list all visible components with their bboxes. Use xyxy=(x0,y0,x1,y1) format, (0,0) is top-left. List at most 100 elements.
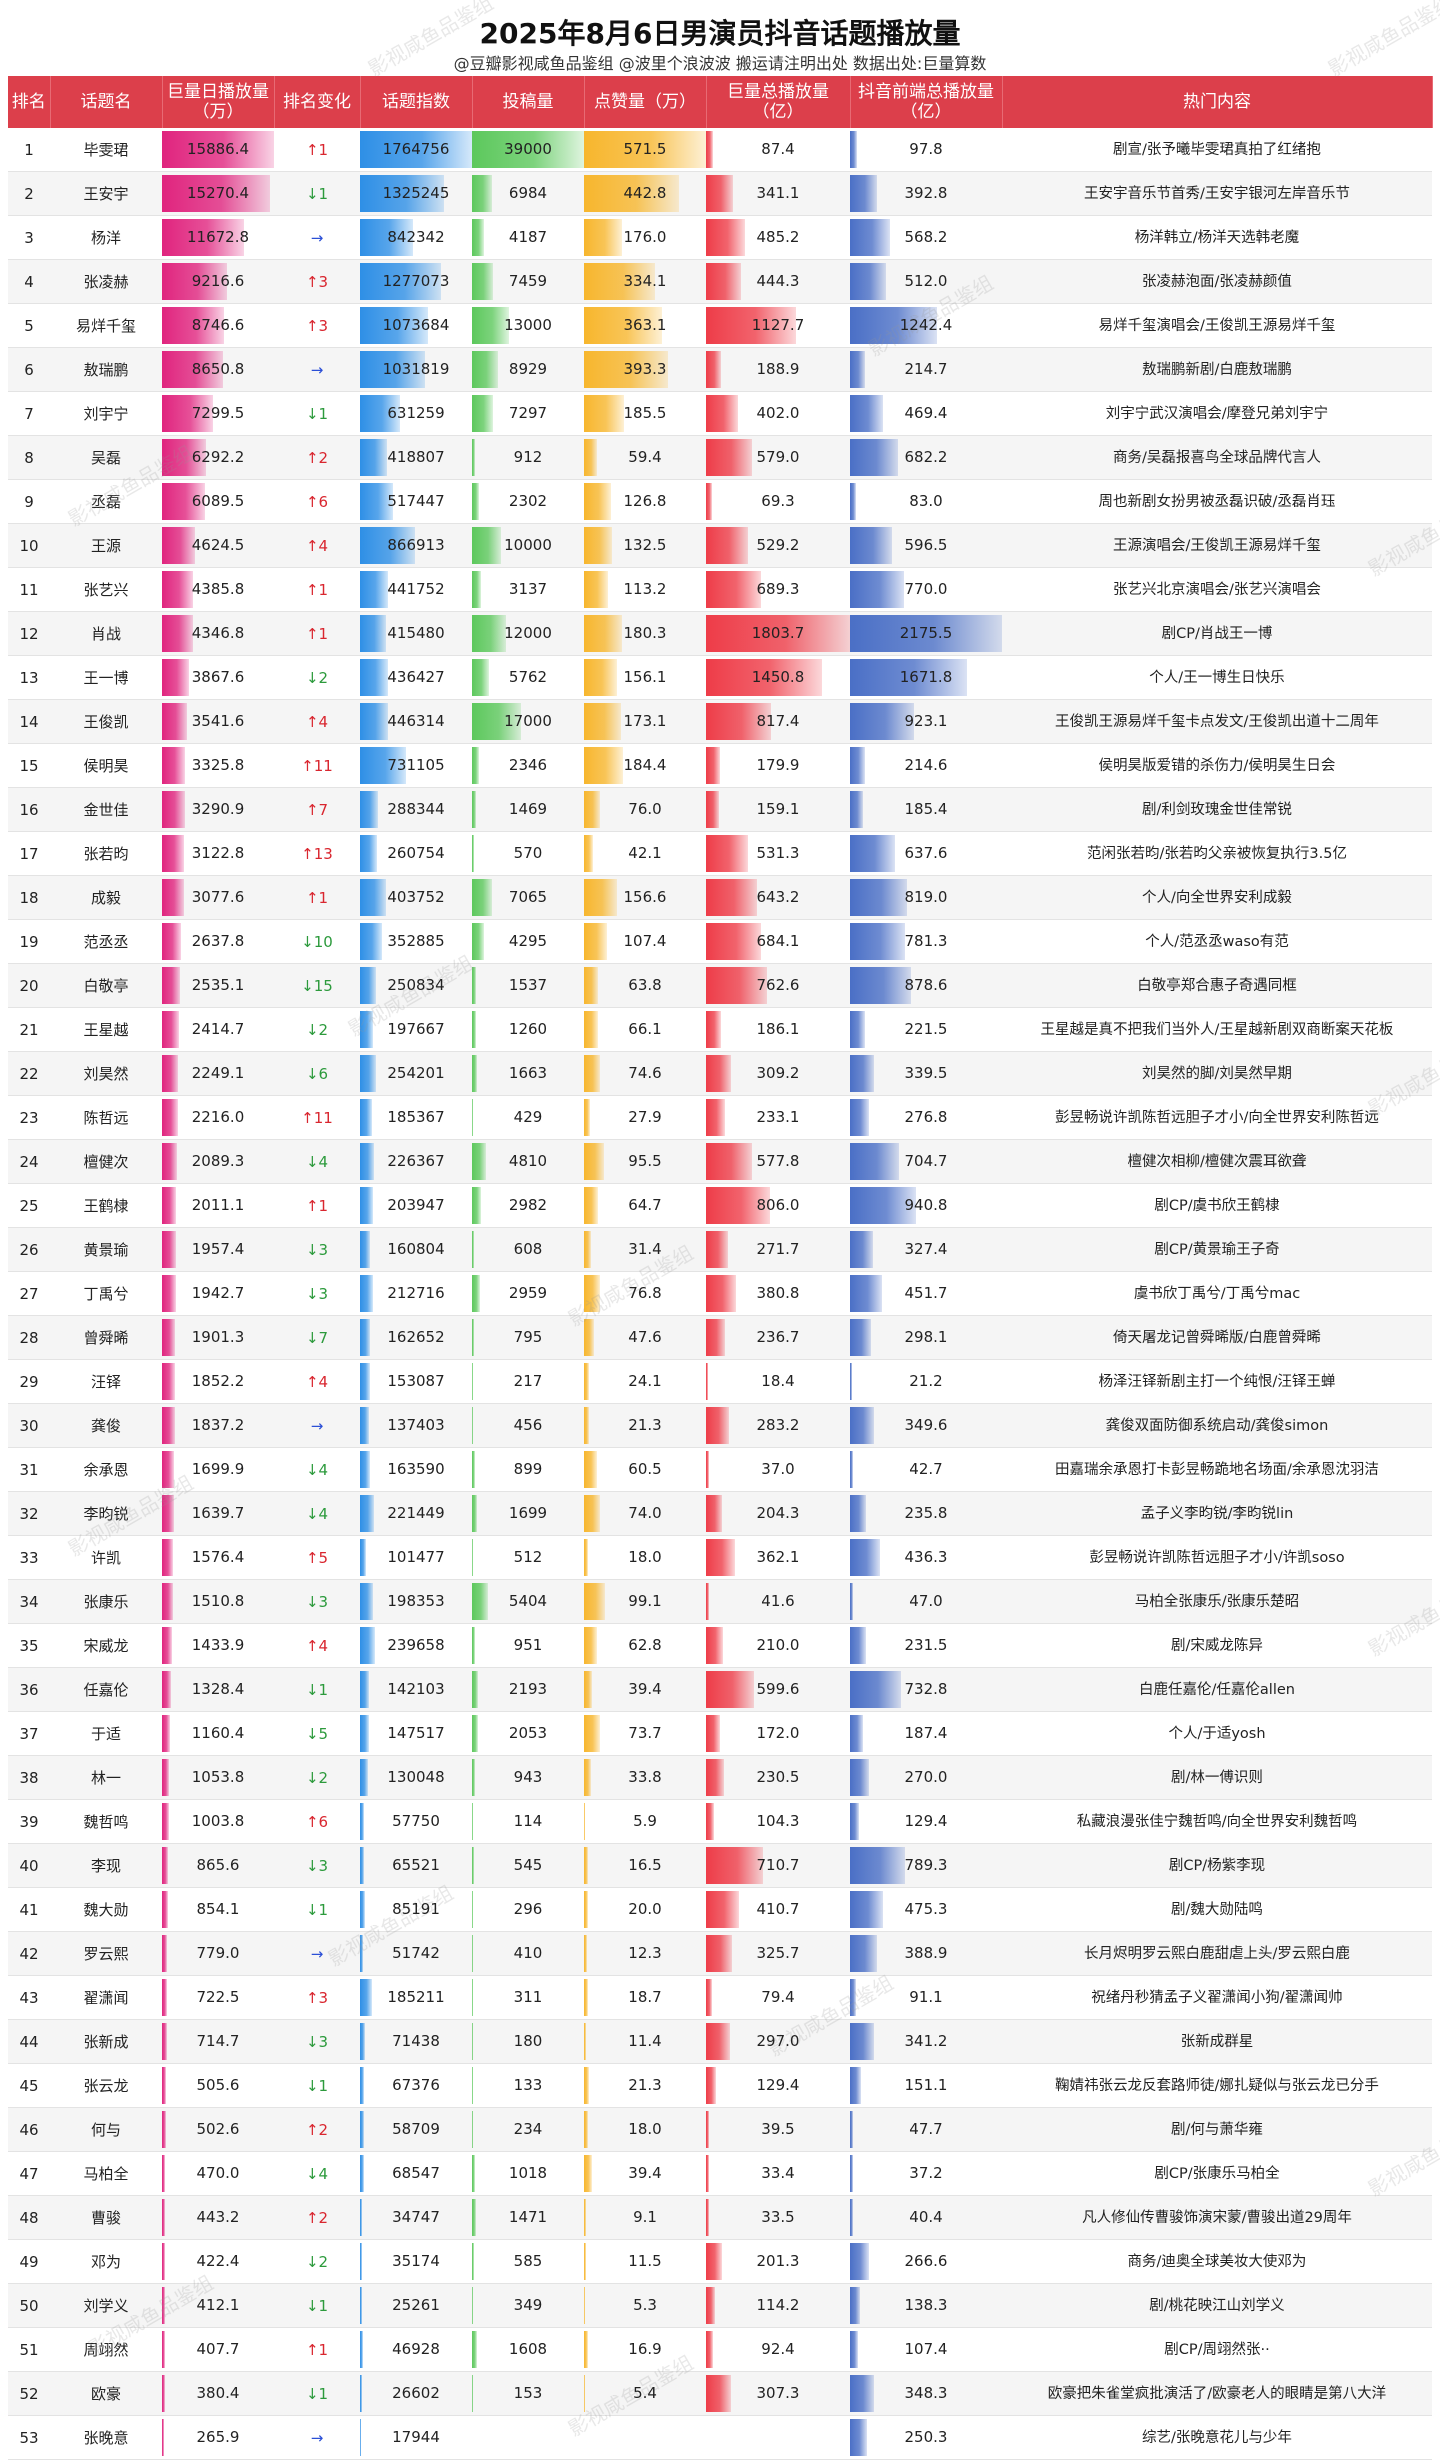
bar-daily-play xyxy=(162,2375,165,2412)
bar-likes xyxy=(584,2287,586,2324)
bar-posts xyxy=(472,1891,474,1928)
bar-topic-index xyxy=(360,747,407,784)
bar-front-play xyxy=(850,571,904,608)
bar-likes xyxy=(584,1099,590,1136)
table-row: 49 邓为 422.4 ↓2 35174 585 11.5 201.3 266.6 商务/迪奥全球… xyxy=(8,2239,1432,2284)
cell-rank-change: ↑2 xyxy=(274,435,360,480)
value-front-play: 348.3 xyxy=(904,2384,948,2402)
cell-rank-change: ↓4 xyxy=(274,1491,360,1536)
bar-likes xyxy=(584,967,598,1004)
value-topic-index: 446314 xyxy=(387,712,445,730)
bar-daily-play xyxy=(162,1495,174,1532)
value-daily-play: 1433.9 xyxy=(191,1636,245,1654)
cell-hot-content: 虞书欣丁禹兮/丁禹兮mac xyxy=(1002,1271,1432,1316)
table-row: 19 范丞丞 2637.8 ↓10 352885 4295 107.4 684.1 781.3 个… xyxy=(8,919,1432,964)
cell-likes: 16.5 xyxy=(584,1843,706,1888)
bar-front-play xyxy=(850,2287,860,2324)
value-front-play: 276.8 xyxy=(904,1108,948,1126)
cell-posts: 13000 xyxy=(472,303,584,348)
cell-front-play: 637.6 xyxy=(850,831,1002,876)
table-row: 48 曹骏 443.2 ↑2 34747 1471 9.1 33.5 40.4 凡人修仙传曹骏饰演… xyxy=(8,2195,1432,2240)
cell-total-play: 380.8 xyxy=(706,1271,850,1316)
bar-topic-index xyxy=(360,2331,363,2368)
arrow-down-icon: ↓ xyxy=(305,404,319,423)
cell-rank-change: → xyxy=(274,1403,360,1448)
value-front-play: 568.2 xyxy=(904,228,948,246)
value-topic-index: 1325245 xyxy=(382,184,450,202)
bar-front-play xyxy=(850,1495,867,1532)
cell-hot-content: 杨泽汪铎新剧主打一个纯恨/汪铎王蝉 xyxy=(1002,1359,1432,1404)
table-row: 15 侯明昊 3325.8 ↑11 731105 2346 184.4 179.9 214.6 侯… xyxy=(8,743,1432,788)
value-likes: 21.3 xyxy=(628,2076,662,2094)
cell-topic-index: 35174 xyxy=(360,2239,472,2284)
value-topic-index: 415480 xyxy=(387,624,445,642)
value-daily-play: 3541.6 xyxy=(191,712,245,730)
cell-rank-change: ↓2 xyxy=(274,2239,360,2284)
cell-rank-change: ↓1 xyxy=(274,1667,360,1712)
value-total-play: 233.1 xyxy=(756,1108,800,1126)
bar-topic-index xyxy=(360,2023,365,2060)
cell-rank: 29 xyxy=(8,1359,50,1404)
bar-front-play xyxy=(850,2155,853,2192)
bar-daily-play xyxy=(162,351,223,388)
cell-rank: 4 xyxy=(8,259,50,304)
cell-total-play: 39.5 xyxy=(706,2107,850,2152)
cell-rank: 24 xyxy=(8,1139,50,1184)
cell-posts: 4295 xyxy=(472,919,584,964)
value-daily-play: 1957.4 xyxy=(191,1240,245,1258)
cell-topic-index: 203947 xyxy=(360,1183,472,1228)
cell-rank: 44 xyxy=(8,2019,50,2064)
bar-front-play xyxy=(850,1187,916,1224)
bar-posts xyxy=(472,2067,474,2104)
bar-posts xyxy=(472,1495,477,1532)
cell-rank-change: ↓15 xyxy=(274,963,360,1008)
value-likes: 5.4 xyxy=(633,2384,657,2402)
value-likes: 126.8 xyxy=(623,492,667,510)
cell-topic: 成毅 xyxy=(50,875,162,920)
bar-topic-index xyxy=(360,1891,366,1928)
header-daily-play: 巨量日播放量 （万） xyxy=(162,76,275,128)
rank-change-value: 1 xyxy=(318,1680,329,1699)
value-likes: 9.1 xyxy=(633,2208,657,2226)
cell-posts: 5762 xyxy=(472,655,584,700)
cell-rank-change: ↓1 xyxy=(274,1887,360,1932)
value-total-play: 380.8 xyxy=(756,1284,800,1302)
cell-front-play: 47.0 xyxy=(850,1579,1002,1624)
cell-topic: 张艺兴 xyxy=(50,567,162,612)
value-topic-index: 250834 xyxy=(387,976,445,994)
cell-hot-content: 个人/王一博生日快乐 xyxy=(1002,655,1432,700)
bar-total-play xyxy=(706,2243,723,2280)
cell-posts: 311 xyxy=(472,1975,584,2020)
cell-posts: 17000 xyxy=(472,699,584,744)
cell-front-play: 2175.5 xyxy=(850,611,1002,656)
value-posts: 153 xyxy=(513,2384,543,2402)
cell-topic: 宋威龙 xyxy=(50,1623,162,1668)
cell-rank-change: → xyxy=(274,347,360,392)
bar-total-play xyxy=(706,2067,717,2104)
cell-total-play: 444.3 xyxy=(706,259,850,304)
value-topic-index: 185367 xyxy=(387,1108,445,1126)
value-likes: 39.4 xyxy=(628,1680,662,1698)
rank-change-value: 4 xyxy=(318,536,329,555)
value-topic-index: 1764756 xyxy=(382,140,450,158)
bar-total-play xyxy=(706,2199,709,2236)
cell-posts: 1471 xyxy=(472,2195,584,2240)
bar-daily-play xyxy=(162,175,270,212)
cell-front-play: 83.0 xyxy=(850,479,1002,524)
bar-front-play xyxy=(850,263,886,300)
value-posts: 1537 xyxy=(508,976,548,994)
bar-topic-index xyxy=(360,307,429,344)
value-total-play: 402.0 xyxy=(756,404,800,422)
header-total-play: 巨量总播放量 （亿） xyxy=(706,76,851,128)
cell-likes: 64.7 xyxy=(584,1183,706,1228)
cell-hot-content: 剧/利剑玫瑰金世佳常锐 xyxy=(1002,787,1432,832)
cell-topic: 范丞丞 xyxy=(50,919,162,964)
bar-total-play xyxy=(706,131,713,168)
bar-total-play xyxy=(706,1539,735,1576)
cell-hot-content: 鞠婧祎张云龙反套路师徒/娜扎疑似与张云龙已分手 xyxy=(1002,2063,1432,2108)
value-front-play: 327.4 xyxy=(904,1240,948,1258)
cell-topic-index: 418807 xyxy=(360,435,472,480)
arrow-down-icon: ↓ xyxy=(305,668,319,687)
cell-rank-change: ↑1 xyxy=(274,611,360,656)
bar-total-play xyxy=(706,2331,714,2368)
